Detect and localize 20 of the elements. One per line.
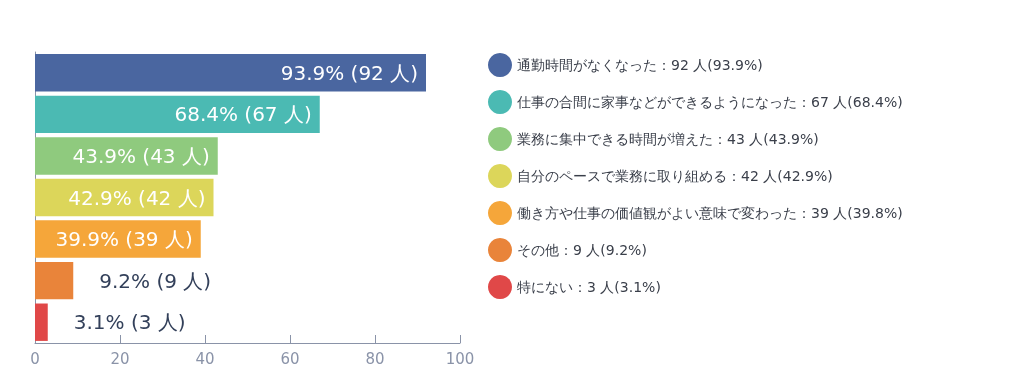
data-label: 42.9% (42 人) bbox=[68, 185, 206, 210]
legend-label: その他：9 人(9.2%) bbox=[517, 242, 647, 258]
x-tick-label: 40 bbox=[195, 349, 215, 368]
x-tick-label: 100 bbox=[445, 349, 475, 368]
data-label: 93.9% (92 人) bbox=[280, 60, 418, 85]
legend-label: 業務に集中できる時間が増えた：43 人(43.9%) bbox=[517, 131, 819, 147]
data-label: 39.9% (39 人) bbox=[55, 227, 193, 252]
x-tick-label: 0 bbox=[30, 349, 40, 368]
x-tick-label: 80 bbox=[365, 349, 385, 368]
legend-label: 仕事の合間に家事などができるようになった：67 人(68.4%) bbox=[516, 94, 903, 110]
legend-label: 特にない：3 人(3.1%) bbox=[517, 279, 661, 295]
legend-label: 働き方や仕事の価値観がよい意味で変わった：39 人(39.8%) bbox=[517, 205, 903, 221]
data-label: 43.9% (43 人) bbox=[72, 143, 210, 168]
data-label: 9.2% (9 人) bbox=[99, 268, 212, 293]
x-tick-label: 20 bbox=[110, 349, 130, 368]
data-label: 68.4% (67 人) bbox=[174, 102, 312, 127]
data-label: 3.1% (3 人) bbox=[73, 310, 186, 335]
legend-label: 通勤時間がなくなった：92 人(93.9%) bbox=[517, 57, 763, 73]
legend-label: 自分のペースで業務に取り組める：42 人(42.9%) bbox=[517, 168, 833, 184]
x-tick-label: 60 bbox=[280, 349, 300, 368]
